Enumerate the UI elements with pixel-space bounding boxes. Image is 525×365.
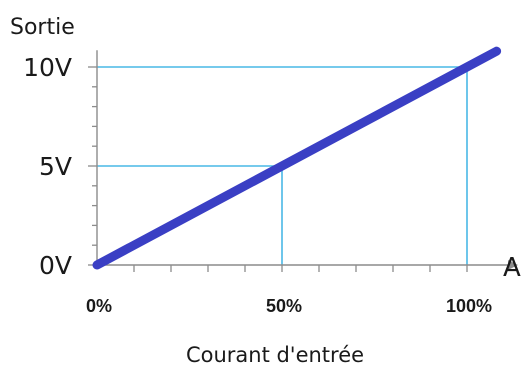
series-line-0 [92, 46, 502, 270]
y-tick-labels: 0V 5V 10V [23, 53, 72, 280]
x-tick-labels: 0% 50% 100% [86, 296, 492, 316]
y-axis-title: Sortie [10, 15, 75, 40]
reference-lines [97, 66, 468, 265]
y-tick-label: 5V [39, 152, 72, 181]
x-tick-label: 0% [86, 296, 112, 316]
x-axis-arrowhead [508, 260, 518, 270]
x-axis-unit: A [503, 253, 521, 283]
x-tick-label: 50% [266, 296, 302, 316]
y-tick-label: 10V [23, 53, 72, 82]
x-axis-title: Courant d'entrée [186, 343, 364, 365]
y-tick-label: 0V [39, 251, 72, 280]
axes [88, 50, 518, 272]
x-tick-label: 100% [446, 296, 492, 316]
series-layer [92, 46, 502, 270]
